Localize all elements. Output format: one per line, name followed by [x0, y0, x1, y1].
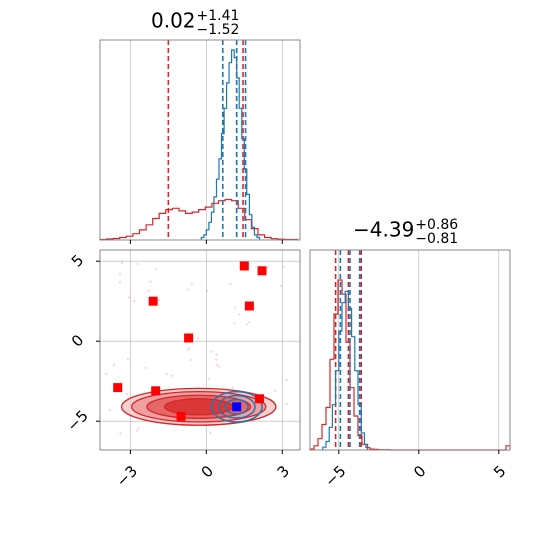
top-histogram-series-0	[99, 198, 299, 241]
sample-point	[282, 265, 285, 268]
marker-series-0-4	[176, 411, 186, 421]
sample-point	[108, 408, 111, 412]
sample-point	[157, 298, 161, 301]
right-histogram-series-1	[322, 290, 369, 450]
sample-point	[147, 289, 150, 293]
sample-point	[187, 348, 190, 352]
sample-point	[136, 262, 139, 265]
sample-point	[279, 284, 283, 287]
param-1-lower-error: −1.52	[196, 22, 240, 38]
sample-point	[144, 366, 148, 370]
sample-point	[205, 289, 209, 293]
right-x-label-0: −5	[321, 462, 349, 490]
sample-point	[266, 265, 270, 268]
marker-series-0-8	[254, 394, 264, 404]
param-1-median: 0.02	[151, 8, 196, 33]
param-2-median: −4.39	[353, 217, 415, 242]
marker-series-0-6	[244, 301, 254, 311]
sample-point	[215, 363, 219, 366]
sample-point	[119, 432, 122, 435]
main-y-label-0: −5	[63, 407, 91, 435]
sample-point	[234, 306, 237, 309]
sample-point	[245, 323, 249, 326]
sample-point	[285, 402, 288, 406]
sample-point	[187, 288, 190, 291]
sample-point	[238, 313, 241, 316]
sample-point	[274, 389, 277, 392]
contour-series-0-level-3	[163, 398, 234, 416]
param-1-title: 0.02 +1.41 −1.52	[151, 9, 239, 37]
sample-point	[170, 374, 173, 377]
sample-point	[118, 281, 122, 284]
sample-point	[197, 337, 200, 340]
histogram-param-2-panel: −5 0 5	[309, 249, 511, 490]
marker-series-0-5	[239, 261, 249, 271]
right-x-label-1: 0	[410, 462, 429, 481]
sample-point	[127, 296, 130, 299]
sample-point	[209, 431, 212, 435]
sample-point	[233, 322, 236, 325]
scatter-contour-panel: −3 0 3 −5 0 5	[63, 249, 301, 490]
param-1-upper-error: +1.41	[196, 8, 240, 24]
main-x-label-2: 3	[274, 462, 293, 481]
sample-point	[149, 280, 152, 283]
sample-point	[154, 267, 157, 270]
main-y-label-1: 0	[68, 331, 87, 350]
sample-point	[285, 378, 288, 382]
histogram-param-1-panel	[99, 39, 301, 244]
sample-point	[113, 363, 116, 366]
sample-point	[126, 357, 130, 361]
marker-series-0-2	[151, 386, 161, 396]
sample-point	[231, 386, 234, 389]
sample-point	[133, 300, 136, 303]
right-hist-frame	[309, 249, 511, 451]
sample-point	[119, 273, 122, 276]
marker-series-1-0	[232, 402, 242, 412]
sample-point	[105, 372, 108, 375]
main-y-label-2: 5	[68, 251, 87, 270]
sample-point	[218, 365, 221, 368]
sample-point	[165, 373, 168, 376]
marker-series-0-7	[257, 266, 267, 276]
sample-point	[188, 346, 191, 350]
main-x-label-1: 0	[198, 462, 217, 481]
sample-point	[137, 427, 140, 430]
sample-point	[135, 429, 139, 432]
top-histogram-series-1	[200, 49, 261, 240]
sample-point	[215, 358, 218, 361]
sample-point	[189, 358, 192, 361]
param-2-lower-error: −0.81	[415, 231, 459, 247]
sample-point	[125, 393, 129, 396]
sample-point	[248, 321, 251, 324]
right-x-label-2: 5	[490, 462, 509, 481]
top-hist-frame	[99, 39, 301, 241]
marker-series-0-0	[113, 383, 123, 393]
param-2-title: −4.39 +0.86 −0.81	[353, 218, 458, 246]
marker-series-0-1	[148, 296, 158, 306]
param-2-upper-error: +0.86	[415, 217, 459, 233]
main-frame	[99, 249, 301, 451]
contour-series-1-level-2	[224, 398, 249, 415]
sample-point	[207, 377, 211, 381]
contour-series-1-level-0	[210, 390, 263, 423]
contour-series-1-level-1	[217, 394, 256, 419]
sample-point	[120, 261, 124, 264]
sample-point	[210, 350, 213, 353]
main-x-label-0: −3	[113, 462, 141, 490]
sample-point	[229, 283, 232, 286]
sample-point	[190, 282, 193, 285]
sample-point	[215, 353, 218, 356]
marker-series-0-3	[184, 333, 194, 343]
